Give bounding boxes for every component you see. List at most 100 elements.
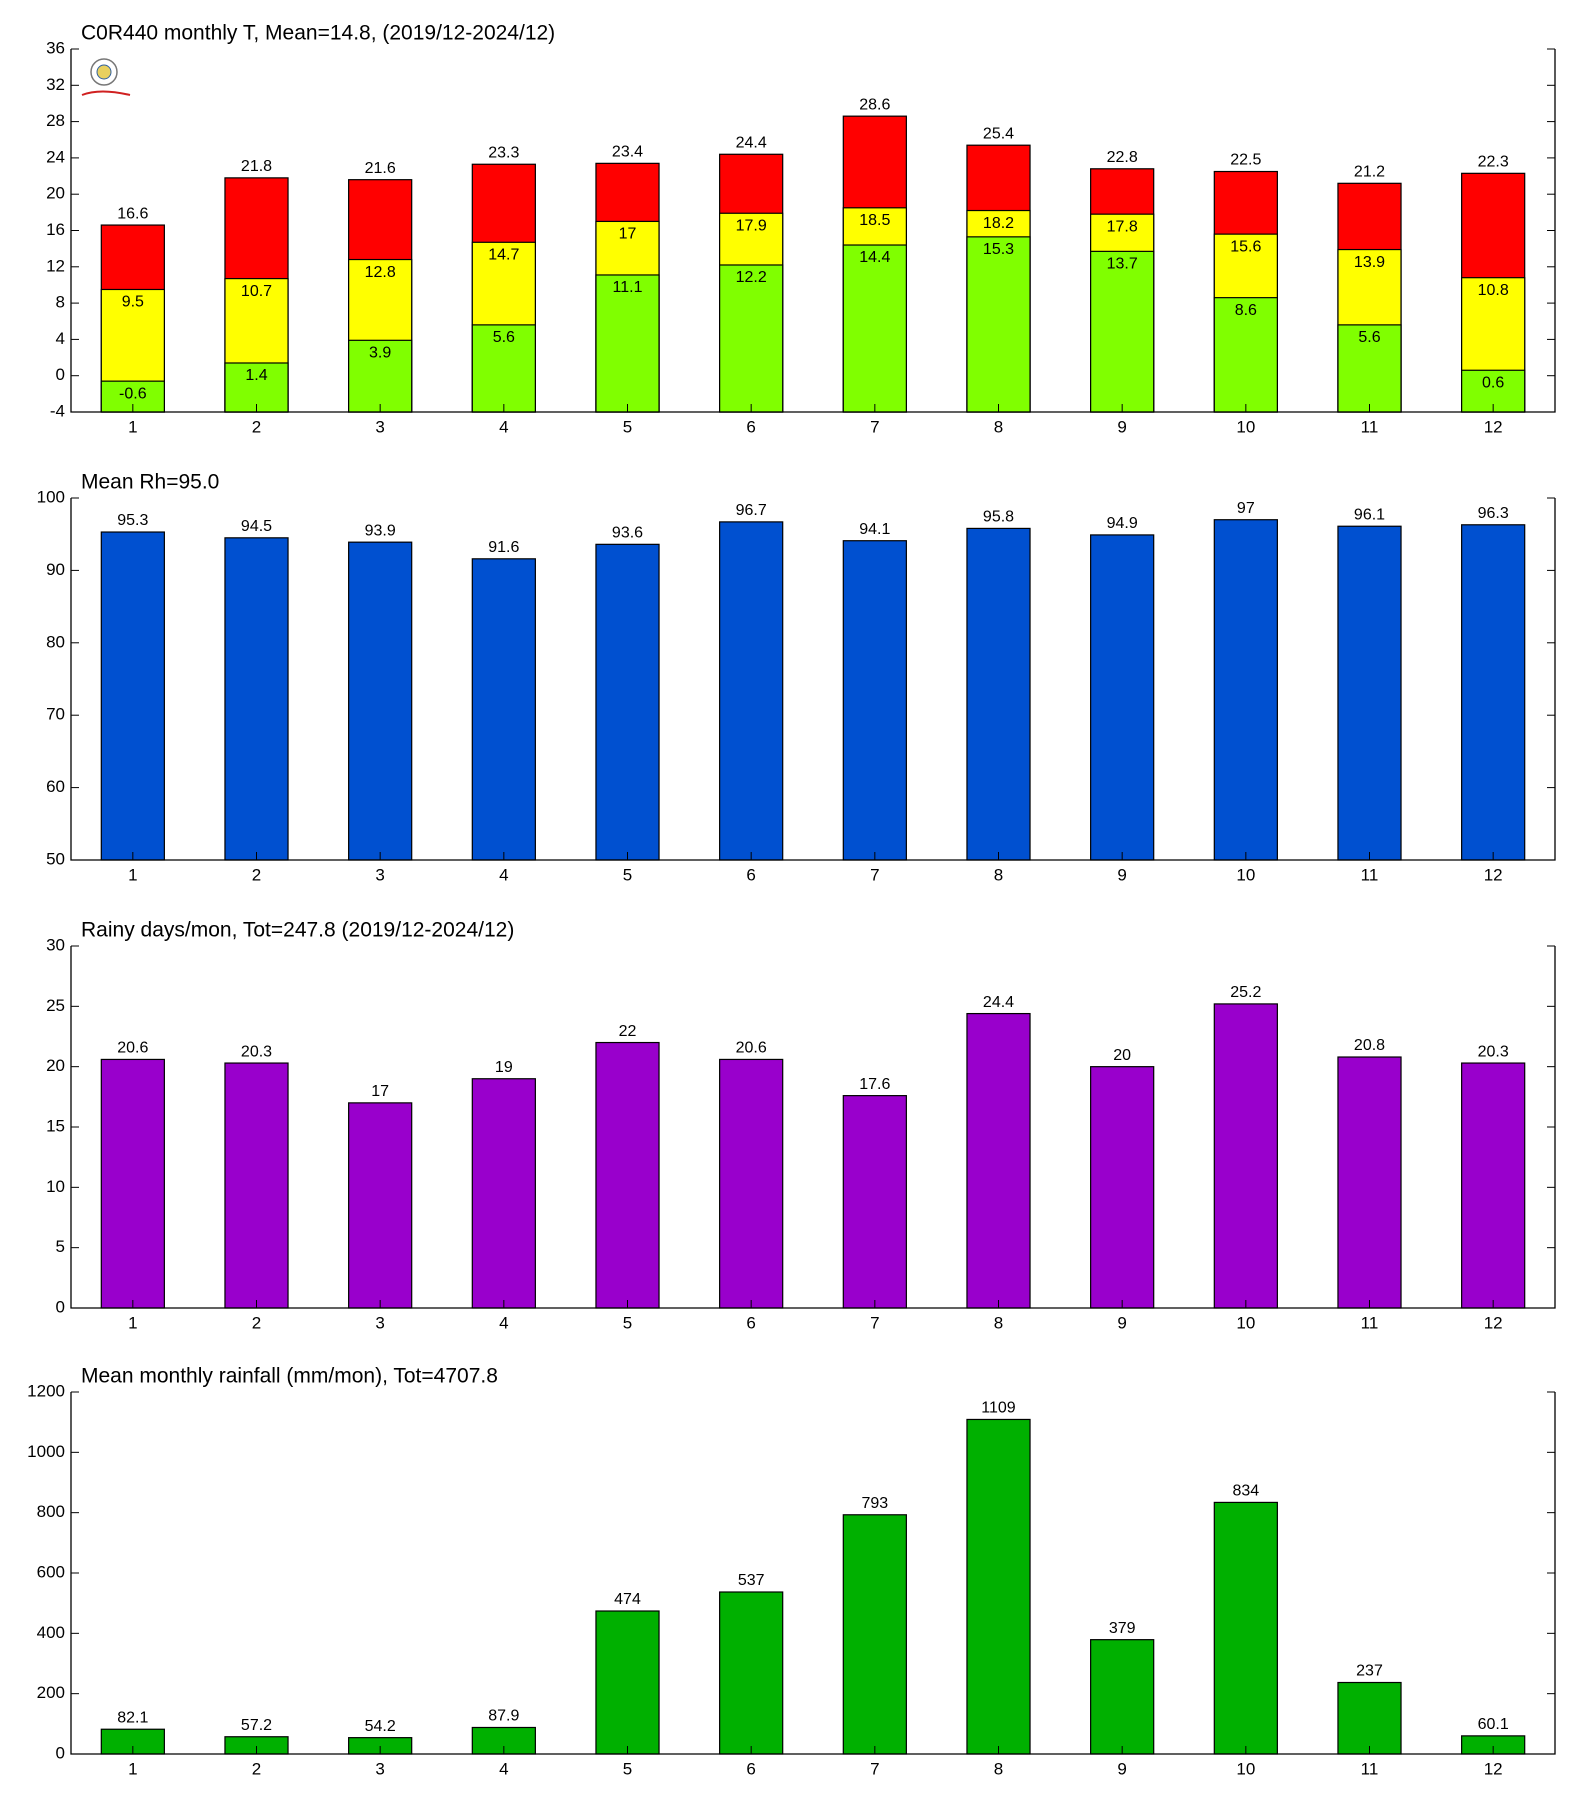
x-tick-label: 2 (252, 1313, 261, 1332)
value-label: 17 (371, 1083, 389, 1100)
x-tick-label: 2 (252, 1759, 261, 1778)
y-tick-label: 60 (46, 777, 65, 796)
bar (842, 1095, 907, 1309)
value-label: 24.4 (983, 994, 1014, 1011)
value-label: 22 (619, 1023, 637, 1040)
x-tick-label: 11 (1361, 1759, 1379, 1778)
bar (348, 541, 413, 861)
axis-frame (70, 498, 1556, 861)
chart-title: Mean monthly rainfall (mm/mon), Tot=4707… (81, 1365, 498, 1388)
x-tick-label: 10 (1236, 1759, 1255, 1778)
bar (348, 1102, 413, 1309)
bar (595, 1610, 660, 1755)
bar (842, 1514, 907, 1755)
value-label: 23.3 (488, 144, 519, 161)
value-label: 17.8 (1107, 218, 1138, 235)
x-tick-label: 7 (870, 865, 879, 884)
value-label: 22.3 (1478, 154, 1509, 171)
bar (1337, 1681, 1402, 1755)
value-label: 93.9 (365, 522, 396, 539)
bar (719, 1591, 784, 1755)
bar (1090, 250, 1155, 413)
bar (1213, 1501, 1278, 1755)
value-label: 14.7 (488, 247, 519, 264)
x-tick-label: 7 (870, 1313, 879, 1332)
value-label: 24.4 (736, 134, 767, 151)
axis-frame (70, 946, 1556, 1309)
x-tick-label: 8 (994, 865, 1003, 884)
y-tick-label: -4 (50, 401, 65, 420)
value-label: 23.4 (612, 144, 643, 161)
bar (1337, 1056, 1402, 1309)
y-tick-label: 36 (46, 38, 65, 57)
value-label: 14.4 (859, 249, 890, 266)
value-label: 1109 (981, 1400, 1016, 1417)
x-tick-label: 6 (746, 865, 755, 884)
axis-frame (70, 49, 1556, 413)
bar (100, 1058, 165, 1309)
x-tick-label: 4 (499, 865, 508, 884)
value-label: 25.2 (1230, 984, 1261, 1001)
value-label: 1.4 (245, 367, 267, 384)
bar (1337, 525, 1402, 861)
value-label: 20.3 (241, 1043, 272, 1060)
x-tick-label: 6 (746, 417, 755, 436)
value-label: 793 (861, 1495, 888, 1512)
value-label: 19 (495, 1059, 513, 1076)
bar (842, 540, 907, 861)
x-tick-label: 7 (870, 1759, 879, 1778)
x-tick-label: 11 (1361, 865, 1379, 884)
bar (719, 521, 784, 861)
x-tick-label: 5 (623, 1313, 632, 1332)
value-label: 22.8 (1107, 149, 1138, 166)
value-label: 96.1 (1354, 506, 1385, 523)
value-label: 5.6 (1358, 329, 1380, 346)
value-label: 20.6 (736, 1040, 767, 1057)
x-tick-label: 4 (499, 1313, 508, 1332)
value-label: 12.2 (736, 269, 767, 286)
bar (1090, 534, 1155, 861)
x-tick-label: 5 (623, 417, 632, 436)
y-tick-label: 800 (37, 1502, 65, 1521)
value-label: 379 (1109, 1620, 1136, 1637)
value-label: 15.3 (983, 241, 1014, 258)
value-label: 20.8 (1354, 1037, 1385, 1054)
value-label: 96.3 (1478, 505, 1509, 522)
bar (1461, 369, 1526, 413)
y-tick-label: 12 (46, 256, 65, 275)
y-tick-label: 0 (56, 365, 65, 384)
bar (100, 531, 165, 861)
value-label: 17.9 (736, 217, 767, 234)
y-tick-label: 16 (46, 220, 65, 239)
x-tick-label: 8 (994, 1313, 1003, 1332)
value-label: 21.6 (365, 160, 396, 177)
x-tick-label: 4 (499, 417, 508, 436)
x-tick-label: 3 (375, 1759, 384, 1778)
x-tick-label: 2 (252, 417, 261, 436)
y-tick-label: 8 (56, 293, 65, 312)
bar (224, 537, 289, 861)
value-label: 25.4 (983, 125, 1014, 142)
value-label: 94.1 (859, 521, 890, 538)
value-label: 17.6 (859, 1076, 890, 1093)
bar (719, 264, 784, 413)
bar (966, 527, 1031, 861)
y-tick-label: 24 (46, 147, 65, 166)
value-label: 21.8 (241, 158, 272, 175)
bar (1337, 324, 1402, 413)
logo (81, 58, 131, 96)
bar (966, 1012, 1031, 1309)
value-label: 5.6 (493, 329, 515, 346)
bar (1090, 1639, 1155, 1755)
value-label: 11.1 (613, 279, 643, 296)
value-label: 16.6 (117, 205, 148, 222)
y-tick-label: 50 (46, 849, 65, 868)
bar (224, 1062, 289, 1309)
value-label: 17 (619, 226, 637, 243)
y-tick-label: 100 (37, 487, 65, 506)
value-label: 13.9 (1354, 254, 1385, 271)
value-label: 537 (738, 1572, 765, 1589)
bar (966, 236, 1031, 413)
x-tick-label: 9 (1117, 865, 1126, 884)
value-label: 15.6 (1230, 238, 1261, 255)
